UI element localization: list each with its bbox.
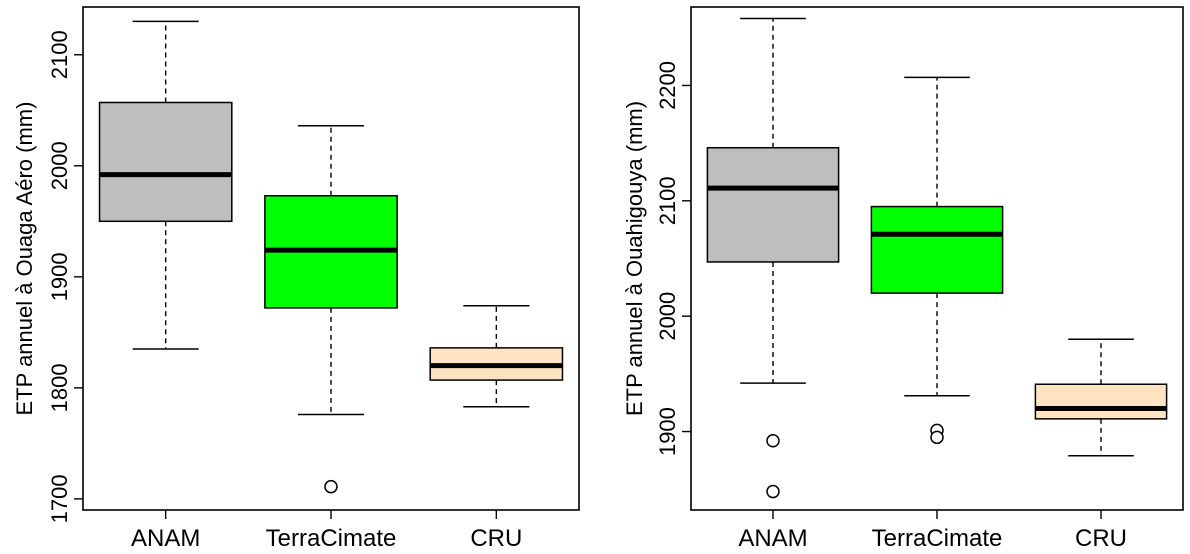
y-tick-label: 2200 [655, 61, 680, 110]
outlier-point [767, 486, 779, 498]
box-anam [707, 19, 838, 498]
outlier-point [931, 431, 943, 443]
boxplot-panel-ouahigouya: ETP annuel à Ouahigouya (mm) 1900 2000 210… [622, 7, 1183, 552]
y-axis-title: ETP annuel à Ouahigouya (mm) [622, 101, 647, 416]
box-terracimate [871, 77, 1002, 443]
iqr-box [1035, 384, 1166, 419]
x-category-label: ANAM [131, 525, 200, 552]
x-category-label: TerraCimate [872, 525, 1003, 552]
iqr-box [707, 148, 838, 262]
y-tick-label: 1700 [47, 474, 72, 523]
y-tick-label: 2100 [655, 176, 680, 225]
x-category-label: CRU [470, 525, 522, 552]
y-tick-label: 2100 [47, 30, 72, 79]
y-tick-label: 1900 [655, 407, 680, 456]
box-cru [1035, 339, 1166, 456]
box-cru [430, 306, 562, 407]
y-tick-label: 2000 [47, 141, 72, 190]
boxplot-panel-ouaga: ETP annuel à Ouaga Aéro (mm) 1700 1800 190… [12, 7, 579, 552]
x-category-label: TerraCimate [266, 525, 397, 552]
outlier-point [767, 435, 779, 447]
y-tick-label: 1800 [47, 363, 72, 412]
box-anam [100, 21, 232, 349]
outlier-point [325, 481, 337, 493]
y-axis-title: ETP annuel à Ouaga Aéro (mm) [12, 102, 37, 416]
y-tick-label: 2000 [655, 292, 680, 341]
x-category-label: ANAM [738, 525, 807, 552]
x-category-label: CRU [1075, 525, 1127, 552]
y-tick-label: 1900 [47, 252, 72, 301]
iqr-box [100, 102, 232, 221]
box-terracimate [265, 126, 397, 493]
iqr-box [871, 207, 1002, 294]
